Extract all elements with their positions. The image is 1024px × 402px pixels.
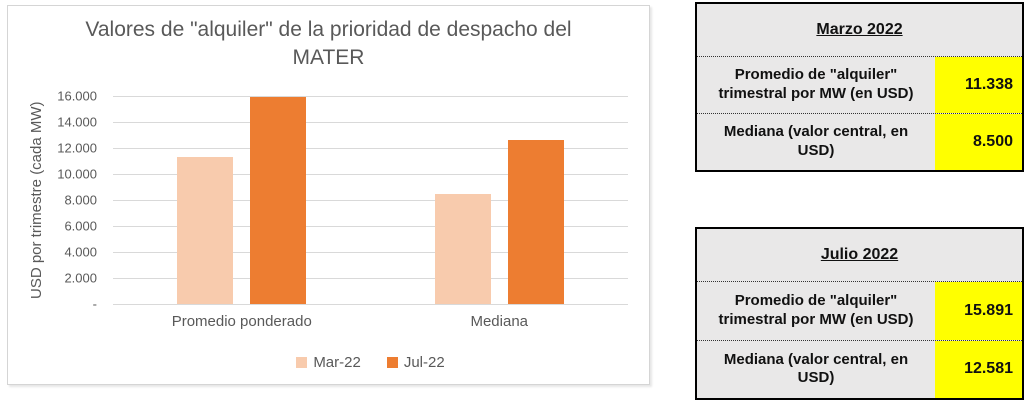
row-value: 8.500 [935, 114, 1022, 170]
category-label: Mediana [470, 313, 529, 330]
gridline [113, 278, 628, 279]
row-label: Mediana (valor central, en USD) [723, 350, 909, 387]
y-tick-label: - [92, 296, 97, 312]
y-tick-label: 6.000 [64, 218, 97, 234]
bars [113, 96, 628, 304]
legend-item-mar-22: Mar-22 [296, 354, 361, 371]
table-row: Mediana (valor central, en USD) 8.500 [697, 113, 1022, 170]
bar-mar-22-mediana [434, 193, 491, 304]
table-row: Promedio de "alquiler" trimestral por MW… [697, 56, 1022, 113]
row-label: Promedio de "alquiler" trimestral por MW… [718, 292, 914, 328]
gridline [113, 148, 628, 149]
row-label: Mediana (valor central, en USD) [723, 123, 909, 159]
table-row: Mediana (valor central, en USD) 12.581 [697, 339, 1022, 398]
gridline [113, 174, 628, 175]
y-axis: - 2.000 4.000 6.000 8.000 10.000 12.000 14.000 1… [8, 89, 105, 312]
category-label: Promedio ponderado [171, 313, 312, 330]
plot-area [113, 96, 628, 305]
gridline [113, 96, 628, 97]
category-group-mediana [371, 96, 629, 304]
legend-swatch-icon [296, 357, 308, 368]
legend: Mar-22 Jul-22 [113, 354, 628, 371]
y-tick-label: 2.000 [64, 270, 97, 286]
legend-label: Mar-22 [313, 354, 361, 371]
legend-label: Jul-22 [403, 354, 445, 371]
category-labels: Promedio ponderado Mediana [113, 313, 628, 330]
bar-jul-22-promedio-ponderado [250, 97, 307, 304]
row-label: Promedio de "alquiler" trimestral por MW… [718, 66, 914, 102]
gridline [113, 252, 628, 253]
gridline [113, 304, 628, 305]
table-julio-2022: Julio 2022 Promedio de "alquiler" trimes… [695, 227, 1024, 400]
y-tick-label: 8.000 [64, 192, 97, 208]
legend-swatch-icon [386, 357, 398, 368]
table-header-text: Julio 2022 [820, 246, 899, 263]
table-marzo-2022: Marzo 2022 Promedio de "alquiler" trimes… [695, 2, 1024, 172]
row-value: 15.891 [935, 282, 1022, 340]
y-tick-label: 12.000 [57, 140, 97, 156]
category-group-promedio-ponderado [113, 96, 371, 304]
chart-title: Valores de "alquiler" de la prioridad de… [85, 18, 572, 69]
y-tick-label: 10.000 [57, 166, 97, 182]
row-value: 12.581 [935, 340, 1022, 398]
gridline [113, 226, 628, 227]
y-tick-label: 16.000 [57, 88, 97, 104]
table-header: Marzo 2022 [697, 4, 1022, 56]
gridline [113, 122, 628, 123]
table-row: Promedio de "alquiler" trimestral por MW… [697, 281, 1022, 340]
bar-jul-22-mediana [507, 140, 564, 304]
legend-item-jul-22: Jul-22 [386, 354, 445, 371]
y-tick-label: 4.000 [64, 244, 97, 260]
table-header-text: Marzo 2022 [816, 21, 903, 38]
bar-mar-22-promedio-ponderado [177, 156, 234, 304]
y-tick-label: 14.000 [57, 114, 97, 130]
gridline [113, 200, 628, 201]
chart-panel: Valores de "alquiler" de la prioridad de… [7, 5, 650, 385]
row-value: 11.338 [935, 57, 1022, 113]
table-header: Julio 2022 [697, 229, 1022, 281]
